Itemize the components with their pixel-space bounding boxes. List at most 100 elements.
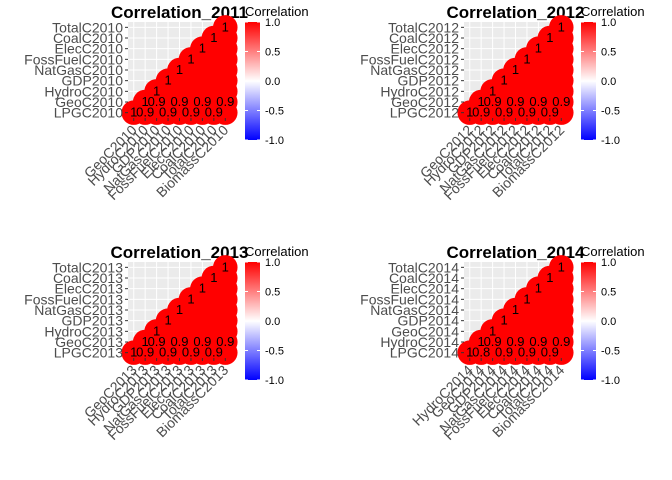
legend-tick-label: -0.5 xyxy=(601,106,620,118)
cell-value-label: 0.9 xyxy=(506,334,524,349)
diagonal-value-label: 1 xyxy=(478,334,485,349)
cell-value-label: 0.9 xyxy=(484,334,502,349)
legend-title: Correlation xyxy=(245,244,309,259)
legend-colorbar xyxy=(245,262,260,380)
diagonal-value-label: 1 xyxy=(535,281,542,296)
cell-value-label: 0.9 xyxy=(552,334,570,349)
cell-value-label: 0.9 xyxy=(506,94,524,109)
y-axis-tick-label: GDP2012 xyxy=(398,73,460,89)
panel-title: Correlation_2013 xyxy=(111,243,249,262)
diagonal-value-label: 1 xyxy=(512,302,519,317)
y-axis-tick-label: CoalC2013 xyxy=(53,270,123,286)
y-axis-tick-label: GeoC2012 xyxy=(391,94,459,110)
y-axis-tick-label: GeoC2010 xyxy=(55,94,123,110)
cell-value-label: 0.9 xyxy=(148,94,166,109)
y-axis-tick-label: HydroC2013 xyxy=(44,323,123,339)
cell-value-label: 0.9 xyxy=(484,94,502,109)
correlation-cell xyxy=(213,340,238,365)
diagonal-value-label: 1 xyxy=(558,259,565,274)
diagonal-value-label: 1 xyxy=(222,259,229,274)
cell-value-label: 0.9 xyxy=(518,105,536,120)
y-axis-tick-label: GDP2010 xyxy=(62,73,124,89)
diagonal-value-label: 1 xyxy=(500,313,507,328)
legend-tick-label: -1.0 xyxy=(601,135,620,147)
diagonal-value-label: 1 xyxy=(153,323,160,338)
cell-value-label: 0.9 xyxy=(136,105,154,120)
correlation-panel: Correlation_201310.90.90.90.90.90.90.90.… xyxy=(24,243,308,443)
diagonal-value-label: 1 xyxy=(489,83,496,98)
legend-tick-label: 0.0 xyxy=(601,316,616,328)
y-axis-tick-label: GDP2013 xyxy=(62,313,124,329)
legend-tick-label: 1.0 xyxy=(265,17,280,29)
legend-tick-label: 0.5 xyxy=(265,287,280,299)
legend-title: Correlation xyxy=(581,4,645,19)
y-axis-tick-label: NatGasC2010 xyxy=(34,62,123,78)
cell-value-label: 0.9 xyxy=(148,334,166,349)
cell-value-label: 0.9 xyxy=(182,345,200,360)
diagonal-value-label: 1 xyxy=(546,270,553,285)
legend-tick-label: -1.0 xyxy=(265,375,284,387)
diagonal-value-label: 1 xyxy=(142,94,149,109)
correlation-panel: Correlation_201110.90.90.90.90.90.90.90.… xyxy=(24,3,308,203)
cell-value-label: 0.9 xyxy=(541,345,559,360)
y-axis-tick-label: ElecC2013 xyxy=(55,281,124,297)
cell-value-label: 0.9 xyxy=(182,105,200,120)
legend-title: Correlation xyxy=(245,4,309,19)
correlation-panel: Correlation_201210.90.90.90.90.90.90.90.… xyxy=(360,3,644,203)
y-axis-tick-label: HydroC2014 xyxy=(380,334,459,350)
y-axis-tick-label: FossFuelC2014 xyxy=(360,291,459,307)
diagonal-value-label: 1 xyxy=(176,62,183,77)
cell-value-label: 1 xyxy=(466,105,473,120)
cell-value-label: 0.9 xyxy=(170,334,188,349)
correlation-cell xyxy=(549,100,574,125)
y-axis-tick-label: GeoC2014 xyxy=(391,323,459,339)
y-axis-tick-label: FossFuelC2013 xyxy=(24,291,123,307)
diagonal-value-label: 1 xyxy=(535,41,542,56)
cell-value-label: 1 xyxy=(130,345,137,360)
diagonal-value-label: 1 xyxy=(153,83,160,98)
y-axis-tick-label: NatGasC2014 xyxy=(370,302,459,318)
y-axis-tick-label: ElecC2014 xyxy=(391,281,460,297)
y-axis-tick-label: ElecC2012 xyxy=(391,41,460,57)
legend-title: Correlation xyxy=(581,244,645,259)
legend-tick-label: 1.0 xyxy=(601,17,616,29)
cell-value-label: 0.9 xyxy=(529,94,547,109)
cell-value-label: 0.8 xyxy=(472,345,490,360)
cell-value-label: 1 xyxy=(466,345,473,360)
y-axis-tick-label: LPGC2010 xyxy=(54,105,123,121)
correlation-cell xyxy=(549,340,574,365)
legend-tick-label: -1.0 xyxy=(265,135,284,147)
diagonal-value-label: 1 xyxy=(523,51,530,66)
cell-value-label: 0.9 xyxy=(216,334,234,349)
legend-tick-label: 1.0 xyxy=(265,257,280,269)
diagonal-value-label: 1 xyxy=(142,334,149,349)
cell-value-label: 0.9 xyxy=(205,105,223,120)
legend-tick-label: -0.5 xyxy=(601,346,620,358)
diagonal-value-label: 1 xyxy=(187,51,194,66)
y-axis-tick-label: CoalC2014 xyxy=(389,270,459,286)
cell-value-label: 0.9 xyxy=(541,105,559,120)
cell-value-label: 0.9 xyxy=(170,94,188,109)
cell-value-label: 0.9 xyxy=(216,94,234,109)
legend-tick-label: -0.5 xyxy=(265,106,284,118)
diagonal-value-label: 1 xyxy=(176,302,183,317)
cell-value-label: 0.9 xyxy=(193,334,211,349)
legend-tick-label: 0.0 xyxy=(265,76,280,88)
y-axis-tick-label: ElecC2010 xyxy=(55,41,124,57)
legend-tick-label: 1.0 xyxy=(601,257,616,269)
panel-title: Correlation_2014 xyxy=(447,243,585,262)
diagonal-value-label: 1 xyxy=(164,73,171,88)
diagonal-value-label: 1 xyxy=(210,30,217,45)
panel-title: Correlation_2011 xyxy=(111,3,248,22)
diagonal-value-label: 1 xyxy=(558,19,565,34)
diagonal-value-label: 1 xyxy=(523,291,530,306)
legend-tick-label: 0.0 xyxy=(601,76,616,88)
cell-value-label: 0.9 xyxy=(495,345,513,360)
legend-colorbar xyxy=(581,262,596,380)
diagonal-value-label: 1 xyxy=(187,291,194,306)
legend-tick-label: -1.0 xyxy=(601,375,620,387)
y-axis-tick-label: LPGC2013 xyxy=(54,345,123,361)
diagonal-value-label: 1 xyxy=(199,41,206,56)
diagonal-value-label: 1 xyxy=(489,323,496,338)
